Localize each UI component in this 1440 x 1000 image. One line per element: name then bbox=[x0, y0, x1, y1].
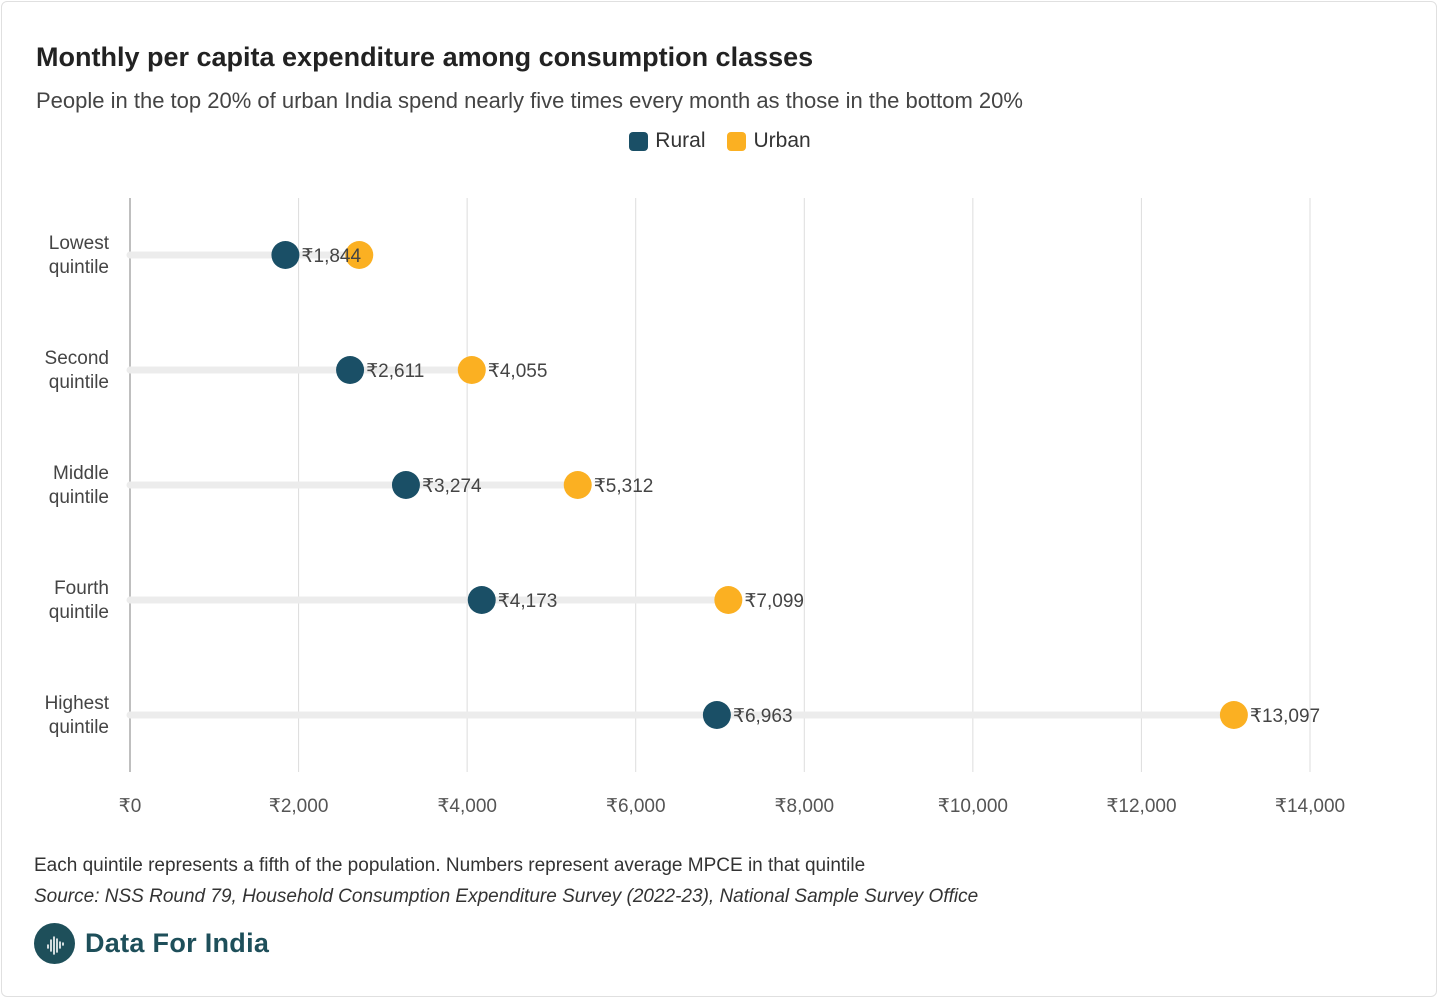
urban-dot bbox=[457, 356, 486, 384]
rural-dot bbox=[467, 586, 496, 614]
category-label: Highest bbox=[45, 693, 110, 714]
legend-label-urban: Urban bbox=[753, 129, 811, 152]
category-label: Second bbox=[45, 348, 109, 369]
x-tick-label: ₹10,000 bbox=[938, 796, 1008, 817]
india-map-logo-icon bbox=[34, 923, 75, 964]
x-tick-label: ₹12,000 bbox=[1106, 796, 1176, 817]
rural-dot bbox=[336, 356, 365, 384]
category-label: quintile bbox=[49, 257, 109, 278]
rural-data-label: ₹1,844 bbox=[301, 246, 361, 267]
category-label: quintile bbox=[49, 717, 109, 738]
chart-title: Monthly per capita expenditure among con… bbox=[36, 42, 814, 72]
x-tick-label: ₹6,000 bbox=[606, 796, 666, 817]
category-label: quintile bbox=[49, 372, 109, 393]
category-label: quintile bbox=[49, 602, 109, 623]
logo-mark-icon bbox=[46, 935, 64, 955]
chart-source: Source: NSS Round 79, Household Consumpt… bbox=[34, 886, 979, 907]
rural-data-label: ₹4,173 bbox=[498, 591, 558, 612]
category-label: quintile bbox=[49, 487, 109, 508]
x-tick-label: ₹2,000 bbox=[269, 796, 329, 817]
category-label: Middle bbox=[53, 463, 109, 484]
brand[interactable]: Data For India bbox=[34, 923, 269, 964]
rural-dot bbox=[271, 241, 300, 269]
urban-dot bbox=[563, 471, 592, 499]
x-tick-label: ₹4,000 bbox=[437, 796, 497, 817]
urban-data-label: ₹7,099 bbox=[744, 591, 804, 612]
category-label: Fourth bbox=[54, 578, 109, 599]
rural-dot bbox=[391, 471, 420, 499]
urban-data-label: ₹5,312 bbox=[594, 476, 654, 497]
legend-item-urban[interactable]: Urban bbox=[727, 129, 811, 153]
chart-note: Each quintile represents a fifth of the … bbox=[34, 855, 866, 876]
legend-item-rural[interactable]: Rural bbox=[629, 129, 705, 153]
rural-data-label: ₹3,274 bbox=[422, 476, 482, 497]
dumbbell-chart: ₹0 ₹2,000 ₹4,000 ₹6,000 ₹8,000 ₹10,000 ₹12,000… bbox=[45, 198, 1345, 817]
rural-data-label: ₹6,963 bbox=[733, 706, 793, 727]
rural-data-label: ₹2,611 bbox=[366, 361, 424, 382]
rural-dot bbox=[702, 701, 731, 729]
chart-legend: Rural Urban bbox=[0, 129, 1440, 153]
urban-dot bbox=[1219, 701, 1248, 729]
x-tick-label: ₹8,000 bbox=[774, 796, 834, 817]
chart-subtitle: People in the top 20% of urban India spe… bbox=[36, 88, 1023, 113]
urban-data-label: ₹4,055 bbox=[488, 361, 548, 382]
x-tick-label: ₹14,000 bbox=[1275, 796, 1345, 817]
legend-swatch-rural bbox=[629, 131, 649, 151]
legend-label-rural: Rural bbox=[655, 129, 706, 152]
urban-dot bbox=[345, 241, 374, 269]
brand-name: Data For India bbox=[85, 928, 270, 958]
urban-data-label: ₹13,097 bbox=[1250, 706, 1320, 727]
urban-dot bbox=[714, 586, 743, 614]
legend-swatch-urban bbox=[727, 131, 747, 151]
x-tick-label: ₹0 bbox=[119, 796, 142, 817]
category-label: Lowest bbox=[49, 233, 110, 254]
